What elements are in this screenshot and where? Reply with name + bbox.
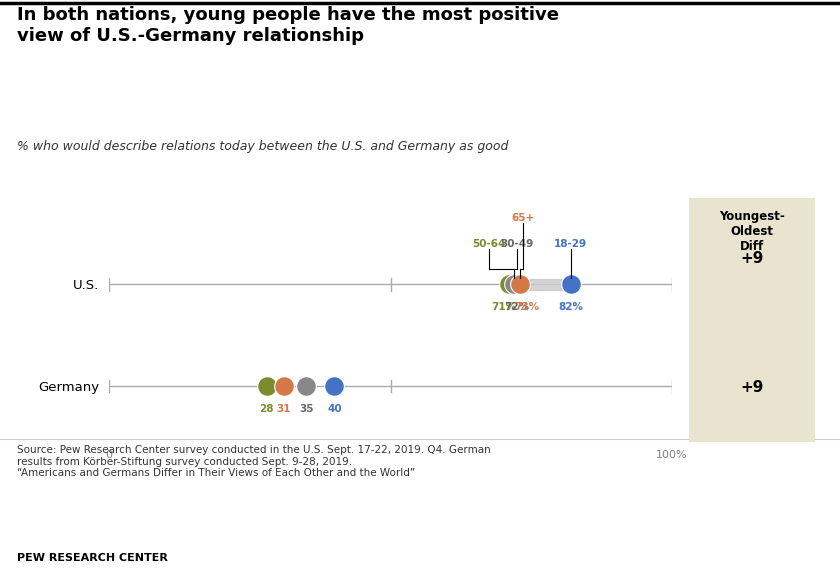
Text: 50-64: 50-64 bbox=[472, 239, 506, 249]
Text: 73%: 73% bbox=[514, 302, 539, 312]
Text: In both nations, young people have the most positive
view of U.S.-Germany relati: In both nations, young people have the m… bbox=[17, 6, 559, 45]
Point bbox=[513, 280, 527, 289]
Text: Source: Pew Research Center survey conducted in the U.S. Sept. 17-22, 2019. Q4. : Source: Pew Research Center survey condu… bbox=[17, 445, 491, 478]
Text: Youngest-
Oldest
Diff: Youngest- Oldest Diff bbox=[719, 210, 785, 253]
Text: 18-29: 18-29 bbox=[554, 239, 587, 249]
Text: 71%: 71% bbox=[491, 302, 517, 312]
Text: +9: +9 bbox=[740, 251, 764, 267]
Text: 65+: 65+ bbox=[512, 214, 534, 223]
Point bbox=[260, 382, 274, 391]
Point bbox=[299, 382, 312, 391]
Text: % who would describe relations today between the U.S. and Germany as good: % who would describe relations today bet… bbox=[17, 140, 508, 152]
Point bbox=[277, 382, 291, 391]
Text: 40: 40 bbox=[327, 404, 342, 414]
Text: 72%: 72% bbox=[505, 302, 530, 312]
Point bbox=[564, 280, 577, 289]
Text: PEW RESEARCH CENTER: PEW RESEARCH CENTER bbox=[17, 553, 168, 563]
Text: 35: 35 bbox=[299, 404, 313, 414]
Text: 82%: 82% bbox=[559, 302, 583, 312]
Point bbox=[507, 280, 521, 289]
Text: 30-49: 30-49 bbox=[501, 239, 534, 249]
Text: 31: 31 bbox=[276, 404, 291, 414]
Point bbox=[328, 382, 341, 391]
Text: +9: +9 bbox=[740, 379, 764, 395]
Text: 28: 28 bbox=[260, 404, 274, 414]
Point bbox=[502, 280, 516, 289]
